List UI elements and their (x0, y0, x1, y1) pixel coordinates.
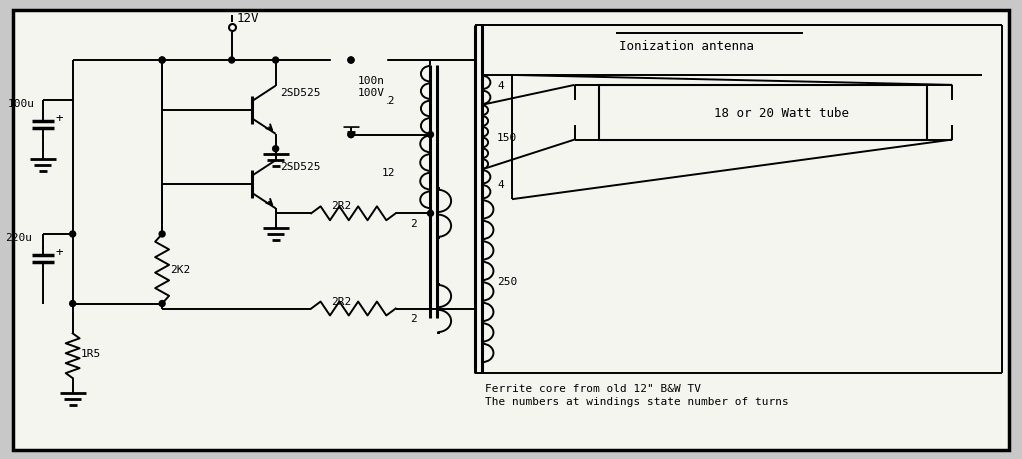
Text: 2: 2 (411, 219, 417, 229)
Circle shape (347, 58, 354, 64)
Text: 100u: 100u (8, 99, 35, 108)
FancyBboxPatch shape (600, 86, 928, 140)
Text: 2R2: 2R2 (331, 296, 352, 306)
Text: 4: 4 (497, 81, 504, 91)
Text: 150: 150 (497, 133, 517, 143)
Circle shape (69, 301, 76, 307)
Circle shape (427, 211, 433, 217)
Circle shape (273, 58, 279, 64)
Circle shape (347, 132, 354, 138)
Circle shape (159, 301, 166, 307)
Text: 2SD525: 2SD525 (281, 162, 321, 172)
Circle shape (229, 58, 235, 64)
Circle shape (427, 132, 433, 138)
Circle shape (347, 132, 354, 138)
Text: 250: 250 (497, 277, 517, 286)
Text: 2: 2 (411, 314, 417, 324)
Text: 100n: 100n (358, 76, 385, 86)
Text: Ionization antenna: Ionization antenna (619, 39, 754, 52)
Text: The numbers at windings state number of turns: The numbers at windings state number of … (485, 396, 789, 406)
Text: 1R5: 1R5 (81, 348, 101, 358)
Circle shape (69, 231, 76, 237)
Text: Ferrite core from old 12" B&W TV: Ferrite core from old 12" B&W TV (485, 383, 701, 393)
Text: 18 or 20 Watt tube: 18 or 20 Watt tube (713, 106, 848, 119)
Text: 4: 4 (497, 180, 504, 190)
Circle shape (159, 231, 166, 237)
Text: 2SD525: 2SD525 (281, 88, 321, 98)
Text: +: + (56, 112, 63, 125)
Text: 12V: 12V (237, 12, 260, 25)
Circle shape (273, 146, 279, 152)
Text: 2R2: 2R2 (331, 201, 352, 211)
Text: 100V: 100V (358, 88, 385, 98)
Text: 100V: 100V (358, 88, 385, 98)
Bar (331, 56, 385, 125)
Circle shape (347, 58, 354, 64)
Text: +: + (56, 246, 63, 259)
Text: 2K2: 2K2 (170, 264, 190, 274)
Text: 100n: 100n (358, 76, 385, 86)
Text: 12: 12 (382, 168, 396, 178)
Text: 12: 12 (382, 95, 396, 106)
Circle shape (159, 58, 166, 64)
Circle shape (159, 58, 166, 64)
Text: 220u: 220u (5, 232, 32, 242)
FancyBboxPatch shape (13, 11, 1009, 450)
